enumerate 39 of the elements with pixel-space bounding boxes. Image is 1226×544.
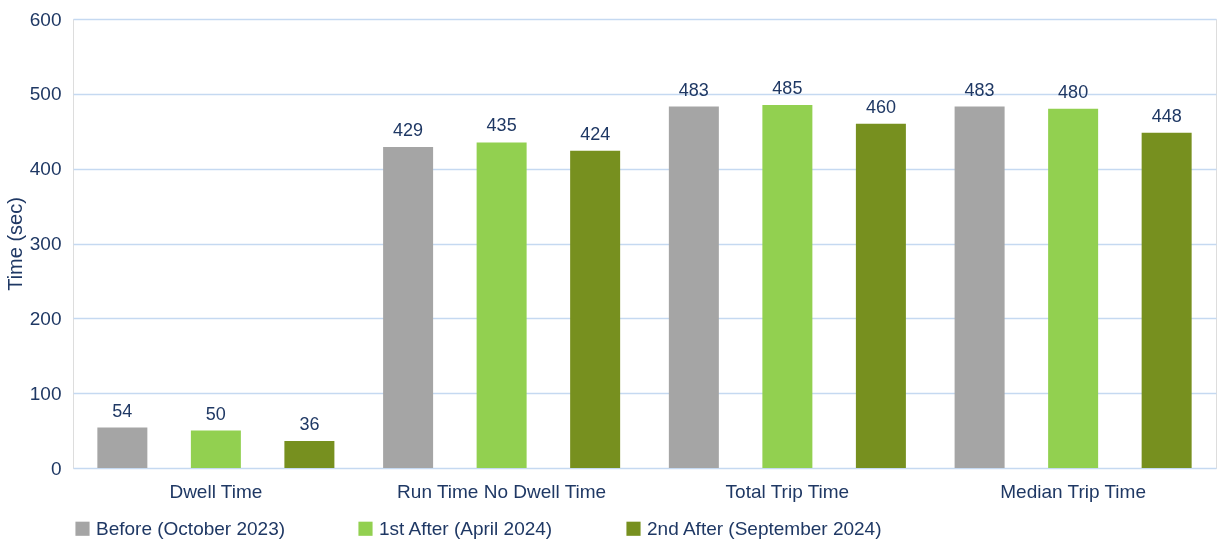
data-label: 50: [205, 403, 226, 424]
y-tick-label: 0: [50, 457, 62, 479]
data-label: 54: [112, 400, 133, 421]
y-tick-label: 200: [29, 307, 62, 329]
bar: [1048, 108, 1099, 468]
bar: [762, 105, 813, 468]
bar: [97, 427, 148, 468]
bar: [1141, 132, 1192, 468]
bar: [855, 123, 906, 468]
bar: [954, 106, 1005, 468]
data-label: 448: [1151, 105, 1182, 126]
y-tick-label: 400: [29, 158, 62, 180]
y-tick-label: 300: [29, 233, 62, 254]
x-tick-label: Median Trip Time: [1000, 480, 1146, 502]
x-tick-label: Total Trip Time: [725, 480, 850, 502]
bar: [668, 106, 719, 468]
bar: [284, 441, 335, 468]
legend-label: 1st After (April 2024): [379, 517, 553, 539]
bar: [570, 150, 621, 468]
x-tick-label: Dwell Time: [169, 480, 263, 502]
data-label: 460: [865, 96, 896, 117]
data-label: 483: [964, 79, 995, 100]
y-tick-label: 600: [29, 8, 62, 30]
bar: [476, 142, 527, 468]
y-tick-label: 500: [29, 83, 62, 105]
x-tick-label: Run Time No Dwell Time: [397, 480, 607, 502]
bar: [190, 430, 241, 468]
data-label: 480: [1058, 81, 1089, 102]
data-label: 36: [299, 414, 320, 435]
y-tick-label: 100: [29, 382, 62, 404]
data-label: 483: [678, 79, 709, 100]
legend-label: Before (October 2023): [96, 517, 286, 539]
data-label: 424: [580, 123, 611, 144]
bar: [383, 146, 434, 468]
data-label: 435: [486, 115, 517, 136]
legend-label: 2nd After (September 2024): [647, 517, 882, 539]
data-label: 485: [772, 78, 803, 99]
y-axis-title: Time (sec): [3, 197, 26, 291]
data-label: 429: [393, 119, 424, 140]
